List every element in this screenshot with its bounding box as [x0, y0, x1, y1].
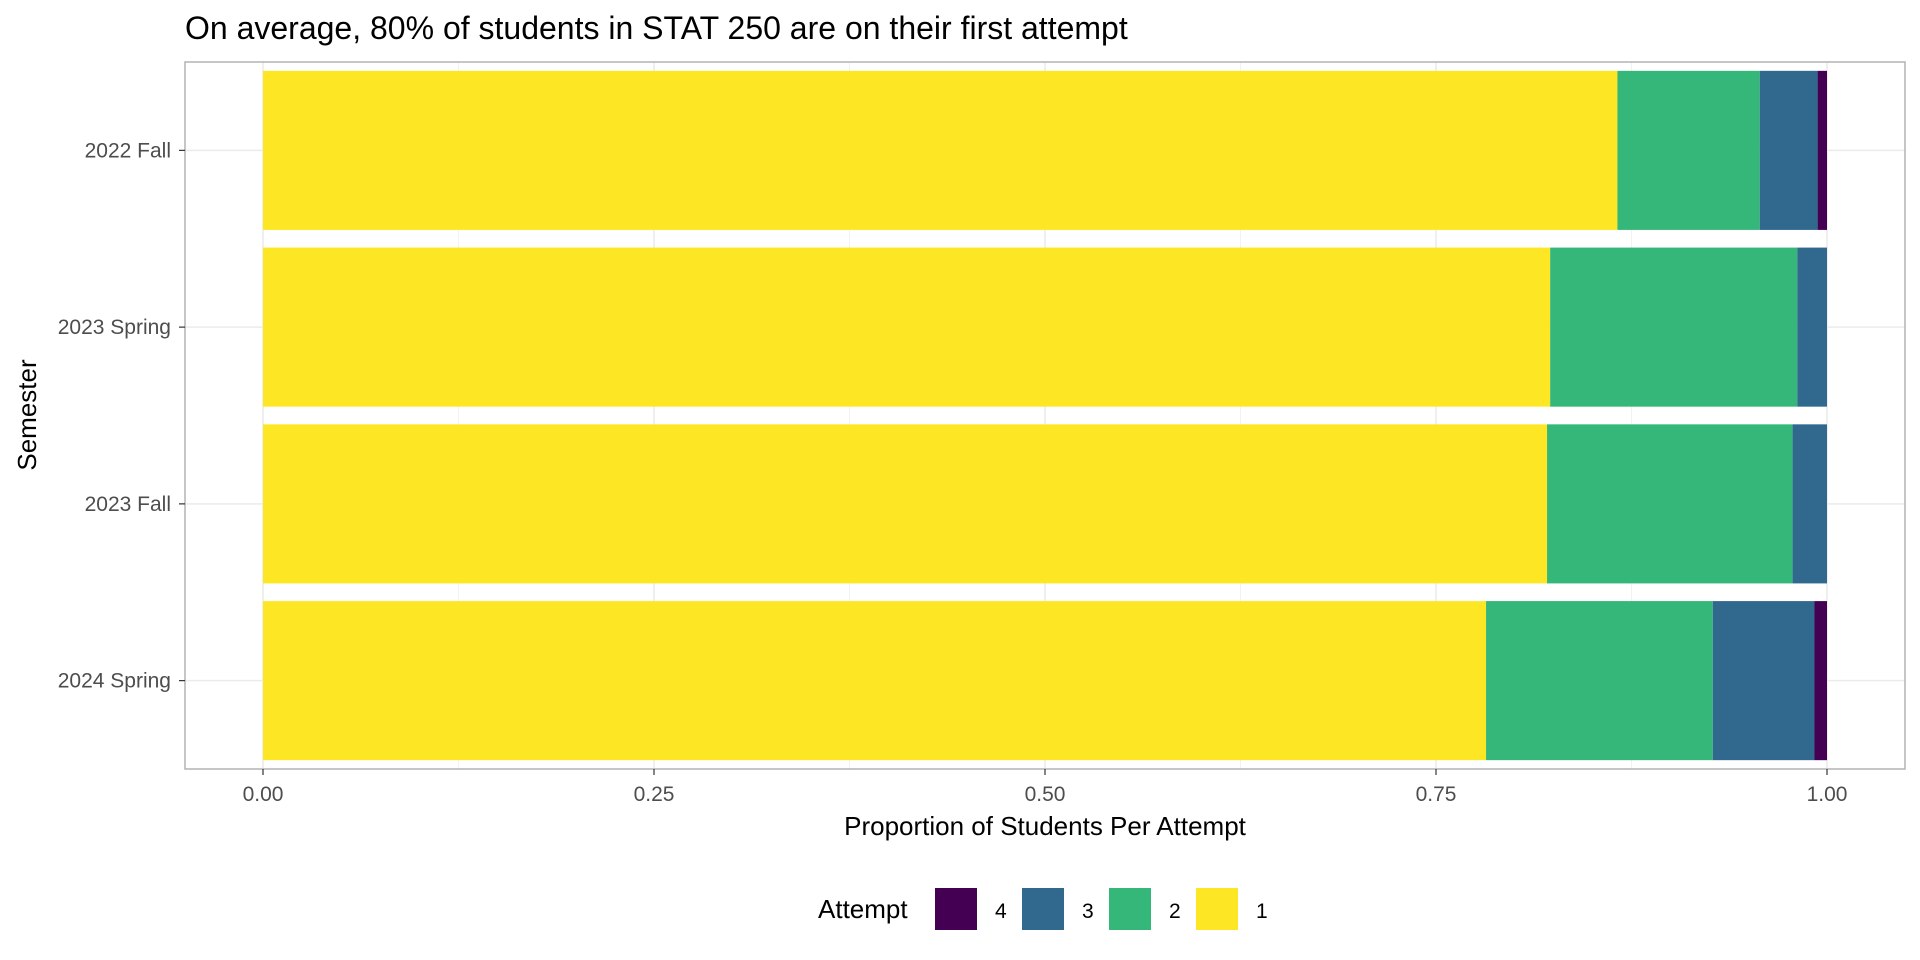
legend-items: 4 3 2 1 — [935, 888, 1268, 930]
x-tick-label: 0.25 — [634, 783, 675, 806]
bars — [263, 70, 1827, 761]
bar-segment-attempt-4 — [1814, 601, 1827, 761]
legend-key-4 — [935, 888, 977, 930]
legend: Attempt 4 3 2 1 — [818, 888, 1268, 930]
bar-segment-attempt-3 — [1792, 424, 1827, 584]
x-tick-label: 0.00 — [243, 783, 284, 806]
x-tick-label: 0.75 — [1416, 783, 1457, 806]
x-tick-label: 1.00 — [1807, 783, 1848, 806]
bar-segment-attempt-3 — [1712, 601, 1815, 761]
legend-key-3 — [1022, 888, 1064, 930]
legend-title: Attempt — [818, 894, 908, 924]
bar-segment-attempt-1 — [263, 424, 1548, 584]
y-axis-title: Semester — [12, 359, 42, 471]
legend-key-2 — [1109, 888, 1151, 930]
y-tick-label: 2023 Spring — [58, 316, 171, 339]
bar-segment-attempt-1 — [263, 247, 1551, 407]
bar-segment-attempt-2 — [1547, 424, 1793, 584]
bar-segment-attempt-2 — [1550, 247, 1798, 407]
y-tick-label: 2022 Fall — [85, 139, 171, 162]
bar-segment-attempt-3 — [1797, 247, 1827, 407]
x-axis: 0.00 0.25 0.50 0.75 1.00 — [243, 769, 1848, 806]
legend-label-4: 4 — [995, 900, 1007, 923]
bar-segment-attempt-2 — [1617, 70, 1760, 230]
y-tick-label: 2023 Fall — [85, 493, 171, 516]
legend-label-1: 1 — [1256, 900, 1268, 923]
bar-segment-attempt-4 — [1817, 70, 1827, 230]
legend-key-1 — [1196, 888, 1238, 930]
bar-segment-attempt-2 — [1486, 601, 1713, 761]
bar-segment-attempt-1 — [263, 70, 1618, 230]
y-axis: 2022 Fall 2023 Spring 2023 Fall 2024 Spring — [58, 139, 185, 693]
x-tick-label: 0.50 — [1025, 783, 1066, 806]
legend-label-2: 2 — [1169, 900, 1181, 923]
x-axis-title: Proportion of Students Per Attempt — [844, 811, 1247, 841]
y-tick-label: 2024 Spring — [58, 670, 171, 693]
chart-title: On average, 80% of students in STAT 250 … — [185, 10, 1128, 46]
bar-segment-attempt-3 — [1759, 70, 1818, 230]
bar-segment-attempt-1 — [263, 601, 1487, 761]
legend-label-3: 3 — [1082, 900, 1094, 923]
